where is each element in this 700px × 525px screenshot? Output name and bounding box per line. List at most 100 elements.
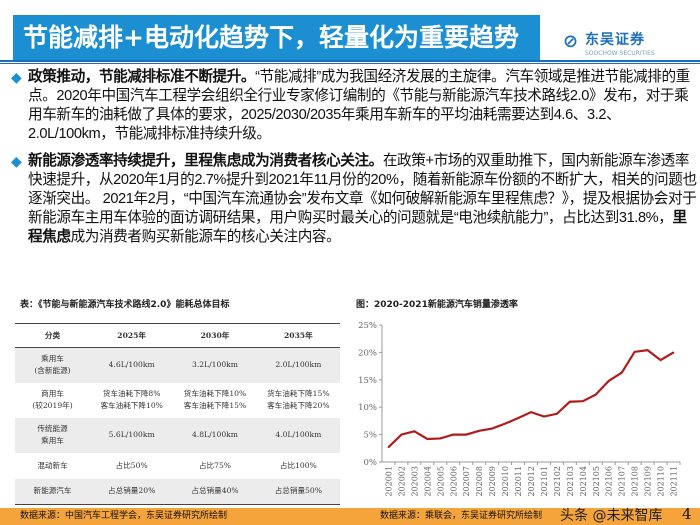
table-row: 商用车 (较2019年) 货车油耗下降8% 客车油耗下降10% 货车油耗下降10% …	[15, 383, 340, 418]
table-cell: 4.8L/100km	[173, 417, 257, 453]
table-cell: 货车油耗下降8% 客车油耗下降10%	[100, 389, 163, 410]
table-cell: 占比100%	[279, 460, 317, 470]
table-cell: 混动新车	[37, 460, 68, 470]
body-text: 在政策+市场的双重助推下，国内新能源车渗透率快速提升，从2020年1月的2.7%…	[28, 153, 697, 226]
page-number: 4	[682, 505, 692, 523]
y-tick-label: 10%	[358, 403, 377, 413]
y-tick-label: 20%	[358, 348, 377, 358]
table-cell: 乘用车 (含新能源)	[15, 347, 90, 383]
bullet-paragraph-penetration: ◆ 新能源渗透率持续提升，里程焦虑成为消费者核心关注。在政策+市场的双重助推下，国…	[11, 152, 698, 247]
x-tick-label: 202004	[423, 466, 432, 497]
table-cell: 4.6L/100km	[90, 347, 174, 383]
penetration-series-line	[387, 349, 675, 448]
data-point	[594, 393, 597, 396]
x-tick-label: 202002	[397, 466, 406, 497]
column-header: 分类	[15, 323, 90, 348]
data-point	[646, 349, 649, 352]
energy-target-table: 分类 2025年 2030年 2035年 乘用车 (含新能源) 4.6L/100km 3.…	[15, 323, 340, 505]
table-cell: 占比75%	[198, 460, 232, 470]
x-tick-label: 202107	[618, 466, 627, 497]
table-row: 新能源汽车 占总销量20% 占总销量40% 占总销量50%	[15, 478, 340, 505]
body-text: “节能减排”成为我国经济发展的主旋律。汽车领域是推进节能减排的重点。2020年中…	[28, 69, 690, 142]
logo-subtext: SOOCHOW SECURITIES	[585, 50, 655, 57]
x-tick-label: 202012	[527, 466, 536, 497]
x-tick-label: 202006	[449, 466, 458, 497]
data-point	[607, 380, 610, 382]
x-tick-label: 202007	[462, 466, 471, 497]
soochow-logo: ⊘ 东吴证券 SOOCHOW SECURITIES	[563, 32, 697, 58]
chart-title: 图：2020-2021新能源汽车销量渗透率	[356, 300, 518, 310]
page-title: 节能减排+电动化趋势下，轻量化为重要趋势	[13, 15, 540, 60]
table-cell: 货车油耗下降15% 客车油耗下降20%	[267, 389, 330, 410]
x-tick-label: 202008	[475, 466, 484, 497]
x-tick-label: 202108	[631, 466, 640, 497]
penetration-line-chart: 0% 5% 10% 15% 20% 25% 202001 202002 202003 202004…	[358, 321, 681, 497]
table-row: 乘用车 (含新能源) 4.6L/100km 3.2L/100km 2.0L/100km	[15, 347, 340, 383]
table-cell: 占总销量20%	[90, 478, 174, 505]
diamond-bullet-icon: ◆	[11, 69, 22, 85]
data-point	[439, 437, 442, 440]
data-point	[672, 351, 675, 354]
table-caption: 表：《节能与新能源汽车技术路线2.0》能耗总体目标	[20, 300, 230, 310]
x-tick-label: 202110	[657, 466, 666, 497]
inline-bold: 里程焦虑	[28, 210, 687, 245]
data-point	[452, 433, 455, 436]
column-header: 2030年	[173, 323, 257, 348]
data-point	[556, 412, 558, 415]
data-point	[413, 430, 416, 433]
table-cell: 占总销量50%	[256, 478, 340, 505]
data-point	[659, 359, 662, 361]
data-point	[517, 417, 519, 419]
bullet-paragraph-policy: ◆ 政策推动，节能减排标准不断提升。“节能减排”成为我国经济发展的主旋律。汽车领域…	[11, 68, 698, 144]
header-divider	[0, 60, 700, 64]
table-header-row: 分类 2025年 2030年 2035年	[15, 323, 340, 348]
data-point	[620, 371, 623, 374]
data-point	[633, 351, 636, 353]
data-point	[387, 446, 390, 449]
table-cell: 2.0L/100km	[256, 347, 340, 383]
footer-bar: 数据来源：中国汽车工程学会，东吴证券研究所绘制 数据来源：乘联会，东吴证券研究所…	[0, 505, 700, 525]
data-point	[582, 400, 584, 402]
table-row: 混动新车 占比50% 占比75% 占比100%	[15, 453, 340, 479]
x-tick-label: 202109	[644, 466, 653, 497]
data-point	[491, 427, 493, 430]
watermark: 头条 @未来智库	[560, 508, 663, 524]
table-cell: 传统能源 乘用车	[15, 417, 90, 453]
lead-bold: 政策推动，节能减排标准不断提升。	[28, 69, 256, 85]
diamond-bullet-icon: ◆	[11, 153, 22, 169]
y-tick-label: 15%	[358, 376, 377, 386]
y-tick-label: 0%	[364, 458, 378, 468]
x-tick-label: 202106	[605, 466, 614, 497]
y-tick-label: 25%	[358, 321, 377, 331]
x-tick-label: 202005	[436, 466, 445, 497]
body-text-end: 成为消费者购买新能源车的核心关注内容。	[70, 229, 341, 245]
table-cell: 3.2L/100km	[173, 347, 257, 383]
table-cell: 占比50%	[115, 460, 148, 470]
x-tick-label: 202009	[488, 466, 497, 497]
column-header: 2035年	[256, 323, 340, 348]
table-cell: 占总销量40%	[173, 478, 257, 505]
x-tick-label: 202105	[592, 466, 601, 497]
x-tick-label: 202003	[410, 466, 419, 497]
y-tick-label: 5%	[364, 431, 378, 441]
data-point	[426, 438, 429, 440]
table-cell: 新能源汽车	[15, 478, 90, 505]
data-point	[465, 433, 468, 436]
table-row: 传统能源 乘用车 5.6L/100km 4.8L/100km 4.0L/100km	[15, 417, 340, 453]
data-point	[530, 411, 532, 413]
data-point	[504, 422, 506, 425]
column-header: 2025年	[90, 323, 174, 348]
data-point	[543, 415, 545, 418]
x-tick-label: 202010	[501, 466, 510, 497]
logo-text: 东吴证券	[585, 32, 645, 48]
x-tick-label: 202001	[384, 466, 393, 497]
data-point	[400, 433, 403, 436]
x-tick-label: 202104	[579, 466, 588, 497]
source-left: 数据来源：中国汽车工程学会，东吴证券研究所绘制	[20, 511, 228, 521]
x-tick-label: 202102	[553, 466, 562, 497]
table-cell: 4.0L/100km	[256, 417, 340, 453]
x-tick-label: 202103	[566, 466, 575, 497]
lead-bold: 新能源渗透率持续提升，里程焦虑成为消费者核心关注。	[28, 153, 383, 169]
data-point	[569, 400, 571, 403]
table-cell: 5.6L/100km	[90, 417, 174, 453]
